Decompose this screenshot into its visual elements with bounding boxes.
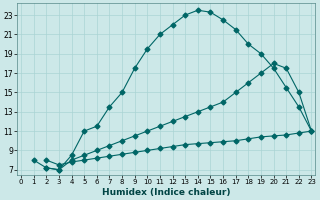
X-axis label: Humidex (Indice chaleur): Humidex (Indice chaleur) [102, 188, 230, 197]
